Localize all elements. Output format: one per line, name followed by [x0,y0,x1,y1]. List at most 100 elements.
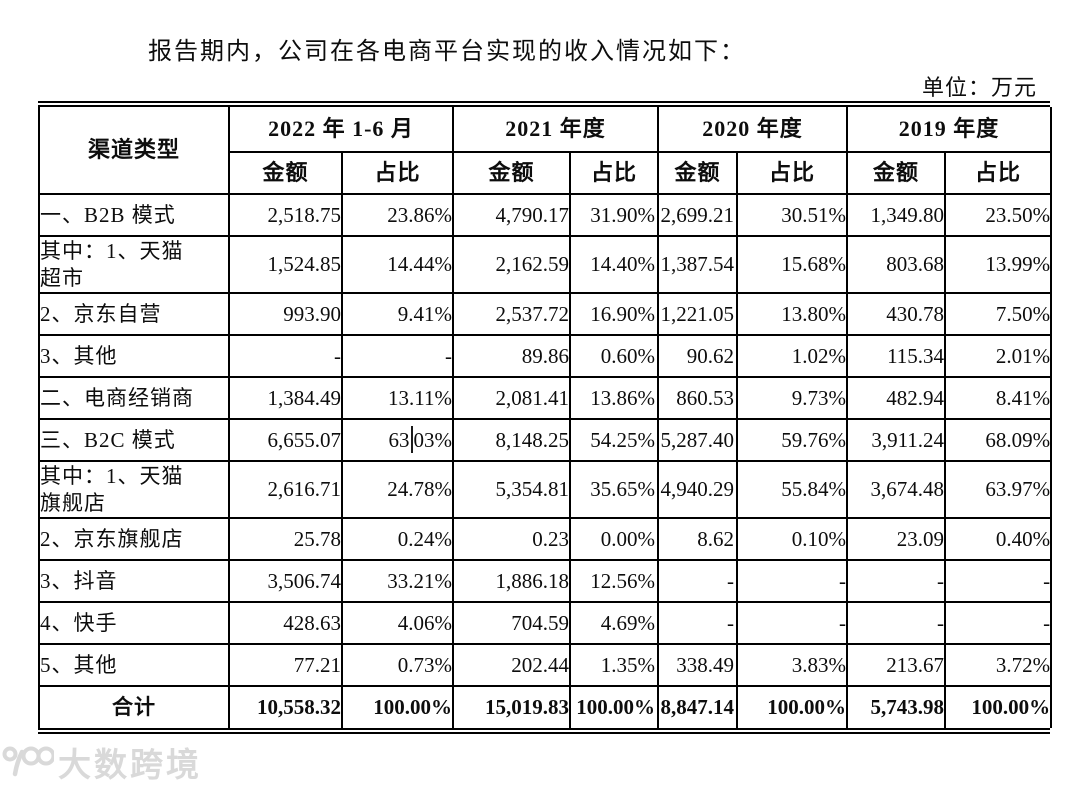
ratio-cell: 59.76% [736,418,849,462]
amount-cell: 213.67 [846,643,947,687]
ratio-cell: 35.65% [569,460,660,519]
ratio-cell: 16.90% [569,292,660,336]
ratio-cell: 55.84% [736,460,849,519]
ratio-cell: 0.00% [569,517,660,561]
ratio-cell: 63 03% [340,418,455,462]
amount-cell: 1,221.05 [657,292,739,336]
amount-cell: - [657,559,739,603]
ratio-cell: - [944,601,1053,645]
row-label: 4、快手 [38,601,230,645]
ratio-cell: 7.50% [944,292,1053,336]
amount-cell: 1,387.54 [657,235,739,294]
amount-cell: 8.62 [657,517,739,561]
header-amount-2021: 金额 [452,151,572,195]
table-row: 其中：1、天猫 超市 1,524.85 14.44% 2,162.59 14.40% 1,… [38,235,1053,294]
amount-cell: 803.68 [846,235,947,294]
amount-cell: - [846,559,947,603]
ratio-cell: 15.68% [736,235,849,294]
ratio-cell: 13.99% [944,235,1053,294]
ratio-cell: 54.25% [569,418,660,462]
header-ratio-2021: 占比 [569,151,660,195]
ratio-cell: - [340,334,455,378]
row-label: 5、其他 [38,643,230,687]
amount-cell: 0.23 [452,517,572,561]
ratio-cell: 12.56% [569,559,660,603]
amount-cell: 5,287.40 [657,418,739,462]
ratio-cell: 100.00% [944,685,1053,728]
ratio-cell: 23.50% [944,193,1053,237]
ratio-cell: 100.00% [736,685,849,728]
ratio-cell: 4.69% [569,601,660,645]
amount-cell: - [228,334,343,378]
header-ratio-2020: 占比 [736,151,849,195]
amount-cell: 77.21 [228,643,343,687]
ratio-cell: 1.02% [736,334,849,378]
amount-cell: 4,940.29 [657,460,739,519]
row-label: 二、电商经销商 [38,376,230,420]
header-channel-type: 渠道类型 [38,107,230,195]
ratio-cell: 33.21% [340,559,455,603]
row-label: 2、京东自营 [38,292,230,336]
amount-cell: 1,886.18 [452,559,572,603]
amount-cell: 6,655.07 [228,418,343,462]
ratio-cell: 13.86% [569,376,660,420]
ratio-cell: 63.97% [944,460,1053,519]
table-row: 5、其他 77.21 0.73% 202.44 1.35% 338.49 3.83% 213.… [38,643,1053,687]
row-label: 2、京东旗舰店 [38,517,230,561]
amount-cell: 2,162.59 [452,235,572,294]
amount-cell: 1,524.85 [228,235,343,294]
amount-cell: 993.90 [228,292,343,336]
table-body: 一、B2B 模式 2,518.75 23.86% 4,790.17 31.90% 2,69… [38,193,1053,728]
amount-cell: 2,518.75 [228,193,343,237]
amount-cell: 15,019.83 [452,685,572,728]
ratio-cell: 14.40% [569,235,660,294]
table-row: 其中：1、天猫 旗舰店 2,616.71 24.78% 5,354.81 35.65% 4… [38,460,1053,519]
table-header: 渠道类型 2022 年 1-6 月 2021 年度 2020 年度 2019 年… [38,107,1053,195]
text-cursor [410,426,413,454]
amount-cell: 2,081.41 [452,376,572,420]
amount-cell: 338.49 [657,643,739,687]
amount-cell: 5,743.98 [846,685,947,728]
amount-cell: 8,847.14 [657,685,739,728]
table-row: 4、快手 428.63 4.06% 704.59 4.69% - - - - [38,601,1053,645]
ratio-cell: 13.11% [340,376,455,420]
unit-label: 单位：万元 [921,75,1037,100]
header-ratio-2019: 占比 [944,151,1053,195]
ratio-cell: 24.78% [340,460,455,519]
amount-cell: 3,506.74 [228,559,343,603]
row-label: 其中：1、天猫 超市 [38,235,230,294]
amount-cell: 89.86 [452,334,572,378]
row-label: 其中：1、天猫 旗舰店 [38,460,230,519]
intro-paragraph: 报告期内，公司在各电商平台实现的收入情况如下： [148,39,746,65]
ratio-cell: 9.73% [736,376,849,420]
header-amount-2019: 金额 [846,151,947,195]
ratio-cell: 0.40% [944,517,1053,561]
ratio-cell: - [736,601,849,645]
amount-cell: 704.59 [452,601,572,645]
subheader-row: 金额 占比 金额 占比 金额 占比 金额 占比 [39,151,1053,195]
row-label: 三、B2C 模式 [38,418,230,462]
ratio-cell: 8.41% [944,376,1053,420]
amount-cell: 115.34 [846,334,947,378]
amount-cell: 3,911.24 [846,418,947,462]
ratio-cell: 0.60% [569,334,660,378]
k100-logo-icon [2,746,54,777]
period-header-row: 渠道类型 2022 年 1-6 月 2021 年度 2020 年度 2019 年… [38,107,1053,195]
header-amount-2020: 金额 [657,151,739,195]
amount-cell: 8,148.25 [452,418,572,462]
amount-cell: 4,790.17 [452,193,572,237]
amount-cell: 428.63 [228,601,343,645]
table-row: 三、B2C 模式 6,655.07 63 03% 8,148.25 54.25% 5,287… [38,418,1053,462]
ratio-cell: 0.10% [736,517,849,561]
ratio-cell: 0.73% [340,643,455,687]
ratio-cell: - [736,559,849,603]
ratio-cell: 1.35% [569,643,660,687]
revenue-table-wrapper: 渠道类型 2022 年 1-6 月 2021 年度 2020 年度 2019 年… [38,101,1053,734]
table-row: 二、电商经销商 1,384.49 13.11% 2,081.41 13.86% 860.5… [38,376,1053,420]
ratio-cell: 23.86% [340,193,455,237]
amount-cell: - [657,601,739,645]
amount-cell: 5,354.81 [452,460,572,519]
row-label: 3、抖音 [38,559,230,603]
amount-cell: 90.62 [657,334,739,378]
header-amount-2022: 金额 [228,151,343,195]
